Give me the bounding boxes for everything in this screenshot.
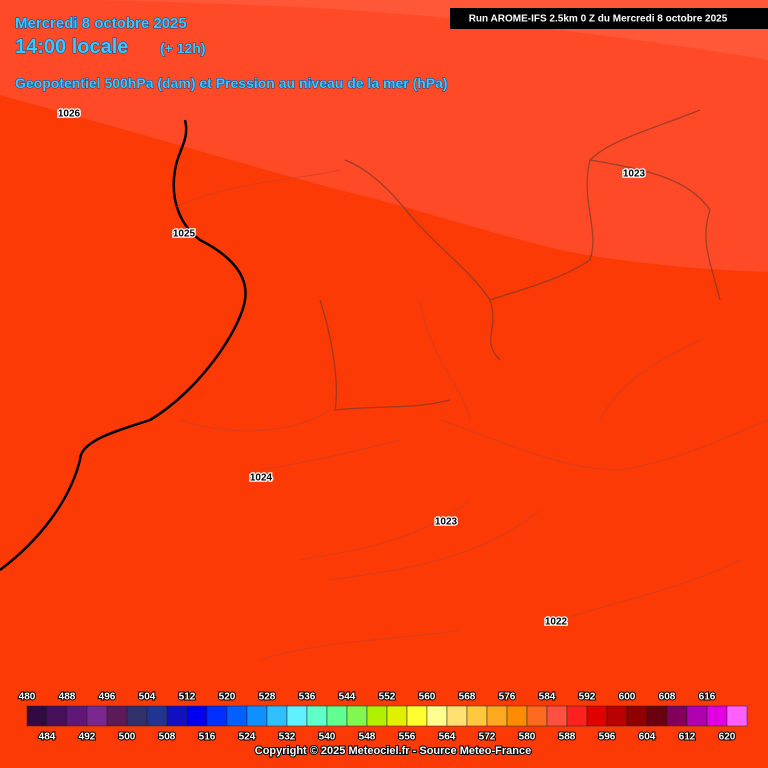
colorbar-label: 580 — [519, 732, 536, 743]
date: Mercredi 8 octobre 2025 — [15, 15, 187, 32]
colorbar-swatch — [226, 705, 248, 727]
colorbar-label: 608 — [659, 692, 676, 703]
colorbar-swatch — [326, 705, 348, 727]
colorbar-swatch — [726, 705, 748, 727]
colorbar-label: 504 — [139, 692, 156, 703]
colorbar-swatch — [446, 705, 468, 727]
colorbar-label: 572 — [479, 732, 496, 743]
pressure-label: 1024 — [250, 473, 273, 484]
colorbar-swatch — [566, 705, 588, 727]
colorbar-label: 540 — [319, 732, 336, 743]
geopotential-band — [0, 0, 768, 272]
subtitle: Geopotentiel 500hPa (dam) et Pression au… — [15, 75, 448, 91]
lead-time: (+ 12h) — [160, 40, 206, 56]
colorbar-swatch — [266, 705, 288, 727]
pressure-label: 1022 — [545, 617, 568, 628]
colorbar-label: 516 — [199, 732, 216, 743]
colorbar-label: 584 — [539, 692, 556, 703]
colorbar-label: 564 — [439, 732, 456, 743]
colorbar-swatch — [86, 705, 108, 727]
colorbar-label: 604 — [639, 732, 656, 743]
colorbar-label: 592 — [579, 692, 596, 703]
colorbar-label: 528 — [259, 692, 276, 703]
colorbar-swatch — [66, 705, 88, 727]
run-box — [450, 8, 768, 29]
colorbar-swatch — [366, 705, 388, 727]
colorbar-swatch — [606, 705, 628, 727]
colorbar-swatch — [546, 705, 568, 727]
time: 14:00 locale — [15, 36, 128, 58]
colorbar-label: 568 — [459, 692, 476, 703]
region-boundary — [169, 169, 768, 661]
colorbar-label: 480 — [19, 692, 36, 703]
colorbar-label: 484 — [39, 732, 56, 743]
run-info: Run AROME-IFS 2.5km 0 Z du Mercredi 8 oc… — [469, 14, 728, 25]
colorbar-swatch — [346, 705, 368, 727]
colorbar-swatch — [526, 705, 548, 727]
colorbar-label: 520 — [219, 692, 236, 703]
colorbar-swatch — [646, 705, 668, 727]
colorbar-swatch — [706, 705, 728, 727]
colorbar-label: 532 — [279, 732, 296, 743]
colorbar-swatch — [426, 705, 448, 727]
colorbar-label: 512 — [179, 692, 196, 703]
colorbar-label: 560 — [419, 692, 436, 703]
colorbar-label: 496 — [99, 692, 116, 703]
pressure-label: 1025 — [173, 229, 196, 240]
colorbar-label: 596 — [599, 732, 616, 743]
colorbar-label: 536 — [299, 692, 316, 703]
colorbar-label: 492 — [79, 732, 96, 743]
colorbar-swatch — [506, 705, 528, 727]
colorbar-label: 620 — [719, 732, 736, 743]
copyright: Copyright © 2025 Meteociel.fr - Source M… — [255, 745, 531, 757]
colorbar-swatch — [666, 705, 688, 727]
colorbar-label: 556 — [399, 732, 416, 743]
colorbar-swatch — [486, 705, 508, 727]
colorbar-swatch — [186, 705, 208, 727]
colorbar-swatch — [306, 705, 328, 727]
colorbar-label: 524 — [239, 732, 256, 743]
colorbar-swatch — [626, 705, 648, 727]
pressure-label: 1026 — [58, 109, 81, 120]
colorbar-swatch — [206, 705, 228, 727]
colorbar-label: 544 — [339, 692, 356, 703]
colorbar-swatch — [686, 705, 708, 727]
pressure-label: 1023 — [435, 517, 458, 528]
colorbar-label: 500 — [119, 732, 136, 743]
colorbar-swatch — [466, 705, 488, 727]
colorbar-label: 548 — [359, 732, 376, 743]
colorbar-label: 576 — [499, 692, 516, 703]
colorbar-label: 612 — [679, 732, 696, 743]
colorbar-swatch — [126, 705, 148, 727]
colorbar-label: 600 — [619, 692, 636, 703]
colorbar: 480 484 488 492 496 500 504 508 512 516 520 524 528 5… — [18, 691, 748, 744]
colorbar-swatch — [586, 705, 608, 727]
colorbar-swatch — [286, 705, 308, 727]
colorbar-label: 616 — [699, 692, 716, 703]
colorbar-swatch — [166, 705, 188, 727]
colorbar-swatch — [106, 705, 128, 727]
colorbar-swatch — [146, 705, 168, 727]
colorbar-swatch — [46, 705, 68, 727]
colorbar-label: 588 — [559, 732, 576, 743]
colorbar-swatch — [386, 705, 408, 727]
pressure-label: 1023 — [623, 169, 646, 180]
coastline — [0, 119, 247, 571]
colorbar-label: 488 — [59, 692, 76, 703]
colorbar-swatch — [246, 705, 268, 727]
colorbar-swatch — [406, 705, 428, 727]
colorbar-swatch — [26, 705, 48, 727]
border — [319, 109, 721, 411]
colorbar-label: 552 — [379, 692, 396, 703]
colorbar-label: 508 — [159, 732, 176, 743]
